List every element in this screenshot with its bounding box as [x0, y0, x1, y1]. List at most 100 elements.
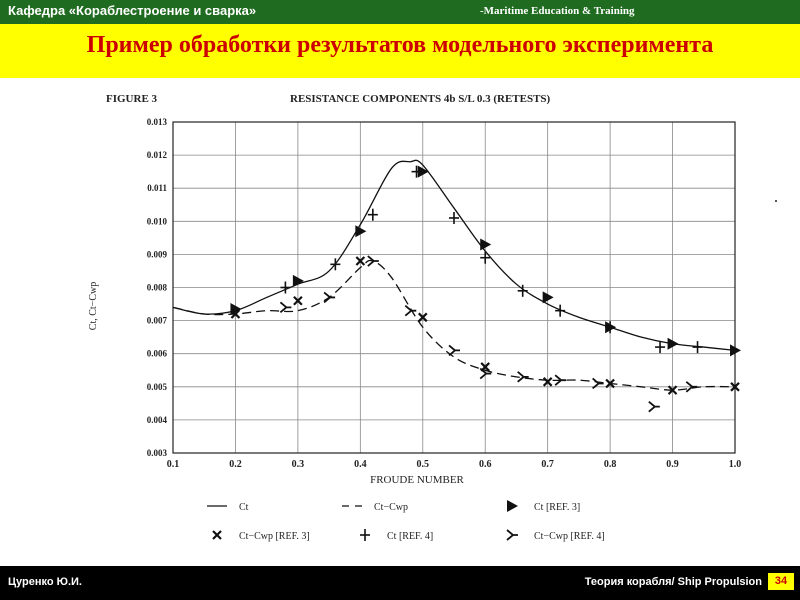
legend-swatch-marker [506, 529, 518, 541]
legend-label: Ct [REF. 4] [387, 531, 433, 542]
data-point-x [730, 382, 740, 392]
data-point-y [404, 304, 417, 317]
y-tick-label: 0.007 [147, 316, 168, 326]
data-point-plus [555, 304, 566, 317]
y-tick-label: 0.009 [147, 249, 168, 259]
series-line-ct-cwp [172, 259, 736, 391]
data-point-triangle [480, 238, 492, 251]
data-point-plus [655, 341, 666, 354]
slide-title: Пример обработки результатов модельного … [86, 32, 714, 58]
x-marker-stroke [212, 530, 222, 540]
triangle-marker-shape [480, 238, 492, 251]
y-marker-shape [479, 367, 492, 380]
title-banner: Пример обработки результатов модельного … [0, 24, 800, 78]
data-point-y [279, 301, 292, 314]
y-marker-shape [648, 400, 660, 413]
legend-label: Ct [239, 502, 249, 513]
legend-item: Ct−Cwp [342, 502, 408, 513]
data-point-y [479, 367, 492, 380]
data-point-y [592, 377, 604, 390]
data-point-triangle [667, 337, 679, 350]
data-point-triangle [292, 274, 304, 287]
data-point-x [605, 378, 615, 389]
x-marker-stroke [230, 309, 241, 319]
y-marker-shape [448, 344, 460, 357]
x-tick-label: 0.9 [666, 459, 679, 470]
legend-item: Ct−Cwp [REF. 4] [506, 529, 605, 542]
legend-label: Ct−Cwp [REF. 3] [239, 531, 310, 542]
x-tick-label: 0.4 [354, 459, 367, 470]
department-label: Кафедра «Кораблестроение и сварка» [8, 3, 257, 18]
y-marker-shape [404, 304, 417, 317]
course-label: Теория корабля/ Ship Propulsion [584, 576, 762, 588]
plot-frame [172, 121, 736, 454]
data-point-x [355, 256, 366, 266]
x-tick-label: 0.5 [417, 459, 430, 470]
x-marker-stroke [605, 378, 615, 389]
series-group [172, 159, 741, 413]
data-point-triangle [542, 291, 554, 304]
data-point-x [293, 295, 303, 306]
data-point-plus [605, 321, 616, 334]
triangle-marker-shape [417, 165, 429, 178]
y-marker-shape [279, 301, 292, 314]
y-marker-shape [685, 381, 698, 393]
y-axis-label: Ct, Ct−Cwp [88, 282, 99, 330]
x-marker-stroke [667, 385, 678, 395]
data-point-y [517, 371, 529, 383]
author-label: Цуренко Ю.И. [8, 576, 82, 588]
data-point-y [685, 381, 698, 393]
data-point-plus [411, 165, 422, 178]
axes: 0.1 0.2 0.3 0.4 0.5 0.6 0.7 0.8 0.9 1.0 0.003 0.004… [147, 117, 742, 470]
y-marker-shape [506, 529, 518, 541]
y-tick-label: 0.011 [147, 183, 167, 193]
page-number: 34 [768, 573, 794, 590]
header-bar: Кафедра «Кораблестроение и сварка» -Mari… [0, 0, 800, 24]
data-point-y [554, 374, 567, 386]
data-point-x [417, 312, 428, 323]
x-axis-label: FROUDE NUMBER [370, 474, 464, 486]
triangle-marker-shape [355, 225, 367, 238]
y-tick-label: 0.004 [147, 415, 168, 425]
x-marker-stroke [355, 256, 366, 266]
y-tick-label: 0.010 [147, 216, 168, 226]
data-point-plus [517, 284, 528, 297]
data-point-y [648, 400, 660, 413]
data-point-x [667, 385, 678, 395]
legend-item: Ct [207, 502, 249, 513]
legend-label: Ct−Cwp [REF. 4] [534, 531, 605, 542]
x-tick-label: 0.7 [541, 459, 554, 470]
data-point-plus [480, 251, 491, 264]
data-point-y [367, 255, 379, 267]
data-point-x [230, 309, 241, 319]
figure-label: FIGURE 3 [106, 93, 158, 105]
data-point-triangle [417, 165, 429, 178]
data-point-plus [449, 211, 459, 224]
x-tick-label: 0.6 [479, 459, 492, 470]
y-tick-label: 0.006 [147, 349, 168, 359]
x-marker-stroke [542, 377, 553, 387]
x-marker-stroke [417, 312, 428, 323]
data-point-triangle [355, 225, 367, 238]
data-point-plus [280, 281, 291, 294]
triangle-marker-shape [507, 500, 518, 512]
y-marker-shape [592, 377, 604, 390]
data-point-y [448, 344, 460, 357]
triangle-marker-shape [292, 274, 304, 287]
legend-item: Ct [REF. 3] [507, 500, 580, 513]
legend-item: Ct−Cwp [REF. 3] [212, 530, 310, 542]
x-tick-label: 0.2 [229, 459, 242, 470]
y-marker-shape [517, 371, 529, 383]
x-tick-label: 0.8 [604, 459, 617, 470]
y-tick-label: 0.013 [147, 117, 168, 127]
triangle-marker-shape [667, 337, 679, 350]
legend-swatch-marker [360, 529, 370, 541]
data-point-triangle [730, 344, 741, 357]
y-tick-label: 0.005 [147, 382, 168, 392]
legend-item: Ct [REF. 4] [360, 529, 433, 542]
y-marker-shape [323, 291, 336, 304]
legend-swatch-marker [507, 500, 518, 512]
stray-dot [775, 200, 777, 202]
x-tick-label: 0.3 [292, 459, 305, 470]
legend-swatch-marker [212, 530, 222, 540]
